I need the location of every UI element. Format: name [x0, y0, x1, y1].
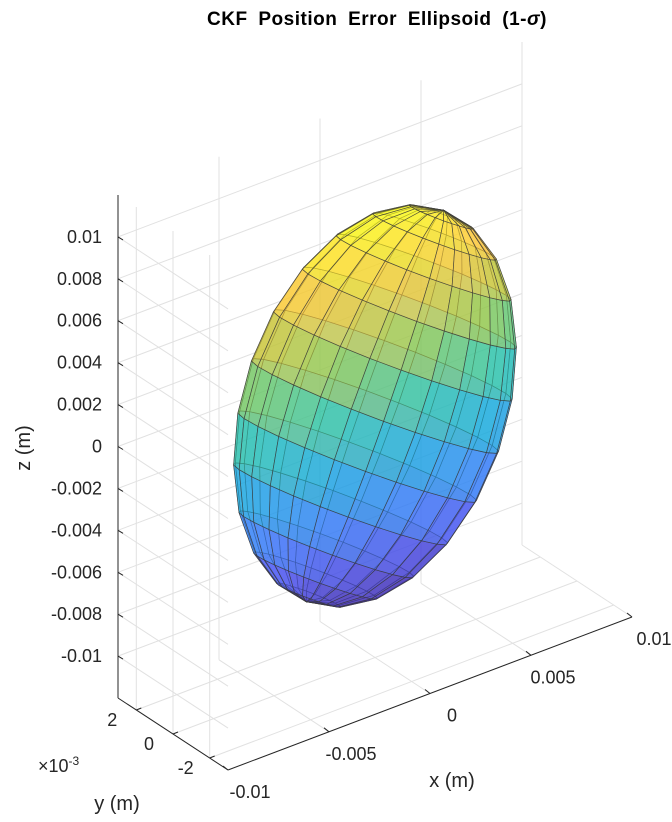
grid-line-z — [117, 571, 229, 645]
z-tick-label: -0.008 — [51, 604, 102, 624]
z-axis-label: z (m) — [13, 425, 35, 471]
ellipsoid-surface — [233, 204, 517, 608]
grid-line-z — [117, 362, 229, 436]
grid-line-z — [117, 125, 523, 280]
z-tick-label: 0.006 — [57, 311, 102, 331]
x-tick-mark — [323, 727, 330, 733]
grid-line-z — [117, 529, 229, 603]
z-tick-label: 0.002 — [57, 395, 102, 415]
grid-line-y — [136, 556, 541, 711]
x-tick-label: 0.005 — [530, 667, 575, 687]
y-exponent-base: ×10 — [38, 756, 69, 776]
z-tick-label: 0.01 — [67, 227, 102, 247]
grid-line-y — [209, 604, 614, 759]
x-tick-mark — [222, 765, 229, 771]
y-tick-mark — [136, 707, 142, 711]
z-tick-label: -0.004 — [51, 520, 102, 540]
x-tick-label: -0.005 — [325, 744, 376, 764]
z-tick-label: -0.002 — [51, 478, 102, 498]
grid-line-z — [117, 236, 229, 310]
grid-line-z — [117, 320, 229, 394]
y-tick-label: -2 — [178, 758, 194, 778]
x-tick-label: 0 — [447, 706, 457, 726]
z-tick-mark — [117, 613, 124, 618]
x-tick-mark — [626, 612, 633, 618]
z-tick-mark — [117, 655, 124, 660]
y-tick-label: 0 — [144, 734, 154, 754]
x-tick-mark — [525, 650, 532, 656]
y-tick-mark — [209, 755, 215, 759]
chart-title-end: ) — [540, 9, 547, 30]
z-tick-label: -0.01 — [61, 646, 102, 666]
z-tick-mark — [117, 278, 124, 283]
z-tick-label: 0.004 — [57, 353, 102, 373]
grid-line-y — [172, 580, 578, 735]
z-tick-mark — [117, 529, 124, 534]
chart-title-sigma: σ — [527, 9, 541, 30]
y-exponent-power: -3 — [69, 754, 80, 768]
z-tick-mark — [117, 404, 124, 409]
x-axis-label: x (m) — [429, 770, 475, 792]
z-tick-label: 0.008 — [57, 269, 102, 289]
y-tick-mark — [172, 731, 179, 735]
surface-patch — [468, 253, 491, 299]
z-tick-mark — [117, 571, 124, 576]
y-axis-exponent: ×10-3 — [38, 754, 80, 776]
z-tick-mark — [117, 362, 124, 367]
z-tick-mark — [117, 236, 124, 241]
grid-line-z — [117, 278, 229, 352]
z-tick-label: -0.006 — [51, 562, 102, 582]
x-tick-mark — [424, 689, 431, 694]
z-tick-mark — [117, 487, 124, 492]
z-tick-mark — [117, 320, 124, 325]
grid-line-z — [117, 404, 229, 478]
y-tick-label: 2 — [107, 710, 117, 730]
z-tick-mark — [117, 446, 124, 450]
grid-line-z — [117, 446, 229, 519]
x-tick-label: 0.01 — [636, 629, 671, 649]
chart-title: CKF Position Error Ellipsoid (1-σ) — [207, 9, 547, 30]
grid-line-z — [117, 613, 229, 687]
z-tick-label: 0 — [92, 437, 102, 457]
surface-patch — [468, 292, 491, 346]
y-axis-label: y (m) — [94, 793, 140, 815]
grid-line-z — [117, 655, 229, 729]
grid-line-z — [117, 487, 229, 561]
grid-line-z — [117, 167, 523, 322]
tick-marks: -0.01 -0.008 -0.006 -0.004 -0.002 0 0.002 0.004… — [51, 227, 672, 802]
chart-title-text: CKF Position Error Ellipsoid (1- — [207, 9, 527, 30]
x-tick-label: -0.01 — [229, 782, 270, 802]
grid-line-z — [117, 83, 523, 238]
